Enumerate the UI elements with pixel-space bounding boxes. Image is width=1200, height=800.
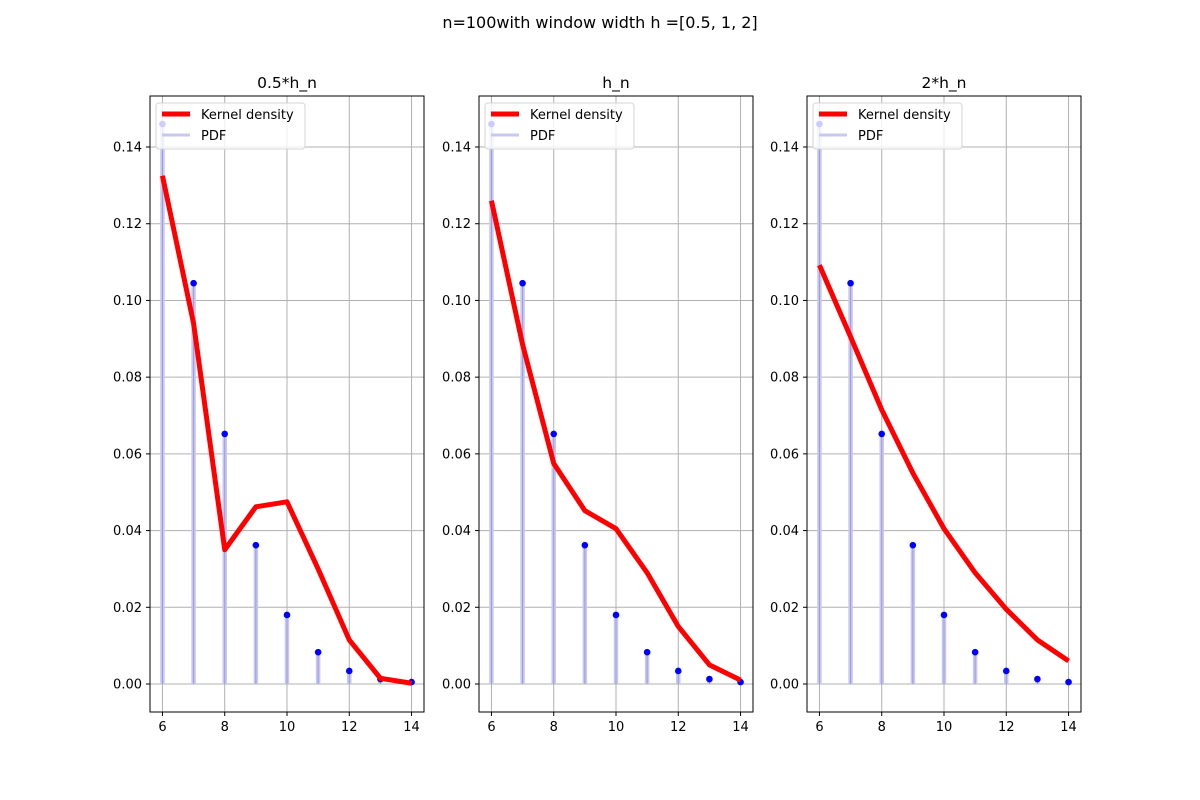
y-tick-label-6: 0.12 bbox=[442, 217, 471, 232]
subplot-title: h_n bbox=[602, 74, 629, 93]
y-tick-label-2: 0.04 bbox=[442, 524, 471, 539]
y-tick-label-5: 0.10 bbox=[442, 294, 471, 309]
y-tick-label-0: 0.00 bbox=[113, 678, 142, 693]
x-tick-label-3: 12 bbox=[670, 720, 687, 735]
pdf-point-11 bbox=[971, 648, 979, 656]
y-tick-label-7: 0.14 bbox=[770, 141, 799, 156]
x-tick-label-1: 8 bbox=[221, 720, 229, 735]
legend: Kernel density PDF bbox=[484, 102, 635, 150]
subplot-title: 2*h_n bbox=[921, 74, 966, 93]
y-tick-label-5: 0.10 bbox=[113, 294, 142, 309]
figure-title: n=100with window width h =[0.5, 1, 2] bbox=[442, 13, 757, 32]
y-tick-label-4: 0.08 bbox=[770, 371, 799, 386]
y-tick-label-4: 0.08 bbox=[113, 371, 142, 386]
x-axis: 6 8 10 12 14 bbox=[487, 712, 749, 735]
pdf-point-13 bbox=[706, 675, 713, 683]
y-tick-label-3: 0.06 bbox=[113, 447, 142, 462]
x-axis: 6 8 10 12 14 bbox=[158, 712, 420, 735]
x-tick-label-4: 14 bbox=[732, 720, 749, 735]
legend-box bbox=[812, 102, 963, 150]
pdf-point-9 bbox=[581, 541, 589, 549]
legend: Kernel density PDF bbox=[155, 102, 306, 150]
x-tick-label-0: 6 bbox=[815, 720, 823, 735]
y-axis: 0.00 0.02 0.04 0.06 0.08 0.10 0.12 0.14 bbox=[113, 141, 150, 693]
pdf-point-12 bbox=[1002, 667, 1010, 675]
pdf-point-8 bbox=[550, 430, 558, 438]
subplot-3: 6 8 10 12 14 0.00 0.02 0.04 0.06 0.08 0.10 0.12 0.14… bbox=[770, 74, 1082, 735]
y-tick-label-5: 0.10 bbox=[770, 294, 799, 309]
x-tick-label-0: 6 bbox=[487, 720, 495, 735]
pdf-point-10 bbox=[940, 611, 948, 619]
pdf-point-13 bbox=[1034, 675, 1041, 683]
x-tick-label-3: 12 bbox=[998, 720, 1015, 735]
legend-box bbox=[484, 102, 635, 150]
pdf-series bbox=[159, 120, 415, 686]
x-tick-label-2: 10 bbox=[279, 720, 296, 735]
x-tick-label-2: 10 bbox=[608, 720, 625, 735]
y-tick-label-0: 0.00 bbox=[770, 678, 799, 693]
y-tick-label-2: 0.04 bbox=[113, 524, 142, 539]
x-tick-label-1: 8 bbox=[878, 720, 886, 735]
pdf-point-7 bbox=[847, 279, 854, 287]
y-tick-label-1: 0.02 bbox=[770, 601, 799, 616]
pdf-point-11 bbox=[314, 648, 322, 656]
legend-pdf-label: PDF bbox=[858, 129, 883, 144]
y-tick-label-6: 0.12 bbox=[770, 217, 799, 232]
legend: Kernel density PDF bbox=[812, 102, 963, 150]
pdf-point-9 bbox=[909, 541, 917, 549]
y-axis: 0.00 0.02 0.04 0.06 0.08 0.10 0.12 0.14 bbox=[770, 141, 807, 693]
y-tick-label-7: 0.14 bbox=[442, 141, 471, 156]
x-tick-label-1: 8 bbox=[550, 720, 558, 735]
pdf-point-7 bbox=[190, 279, 197, 287]
pdf-point-7 bbox=[519, 279, 526, 287]
pdf-point-10 bbox=[612, 611, 620, 619]
x-tick-label-0: 6 bbox=[158, 720, 166, 735]
kernel-density-points bbox=[491, 200, 741, 681]
pdf-point-14 bbox=[1065, 678, 1072, 686]
pdf-point-11 bbox=[643, 648, 651, 656]
y-tick-label-1: 0.02 bbox=[113, 601, 142, 616]
legend-kde-label: Kernel density bbox=[858, 108, 951, 123]
y-tick-label-0: 0.00 bbox=[442, 678, 471, 693]
subplots: 6 8 10 12 14 0.00 0.02 0.04 0.06 0.08 0.10 0.12 0.14… bbox=[113, 74, 1082, 735]
pdf-point-8 bbox=[878, 430, 886, 438]
legend-kde-label: Kernel density bbox=[201, 108, 294, 123]
subplot-title: 0.5*h_n bbox=[257, 74, 317, 93]
subplot-1: 6 8 10 12 14 0.00 0.02 0.04 0.06 0.08 0.10 0.12 0.14… bbox=[113, 74, 425, 735]
pdf-point-12 bbox=[345, 667, 353, 675]
kernel-density-points bbox=[819, 265, 1069, 661]
pdf-point-8 bbox=[221, 430, 229, 438]
y-tick-label-2: 0.04 bbox=[770, 524, 799, 539]
x-tick-label-4: 14 bbox=[1060, 720, 1077, 735]
y-tick-label-3: 0.06 bbox=[770, 447, 799, 462]
pdf-series bbox=[816, 120, 1072, 686]
kernel-density-points bbox=[162, 175, 412, 684]
y-tick-label-7: 0.14 bbox=[113, 141, 142, 156]
legend-pdf-label: PDF bbox=[530, 129, 555, 144]
legend-pdf-label: PDF bbox=[201, 129, 226, 144]
pdf-point-9 bbox=[252, 541, 260, 549]
subplot-2: 6 8 10 12 14 0.00 0.02 0.04 0.06 0.08 0.10 0.12 0.14… bbox=[442, 74, 754, 735]
pdf-point-12 bbox=[674, 667, 682, 675]
pdf-point-10 bbox=[283, 611, 291, 619]
x-tick-label-4: 14 bbox=[403, 720, 420, 735]
y-axis: 0.00 0.02 0.04 0.06 0.08 0.10 0.12 0.14 bbox=[442, 141, 479, 693]
x-axis: 6 8 10 12 14 bbox=[815, 712, 1077, 735]
y-tick-label-4: 0.08 bbox=[442, 371, 471, 386]
legend-box bbox=[155, 102, 306, 150]
y-tick-label-3: 0.06 bbox=[442, 447, 471, 462]
x-tick-label-2: 10 bbox=[936, 720, 953, 735]
y-tick-label-1: 0.02 bbox=[442, 601, 471, 616]
legend-kde-label: Kernel density bbox=[530, 108, 623, 123]
y-tick-label-6: 0.12 bbox=[113, 217, 142, 232]
x-tick-label-3: 12 bbox=[341, 720, 358, 735]
